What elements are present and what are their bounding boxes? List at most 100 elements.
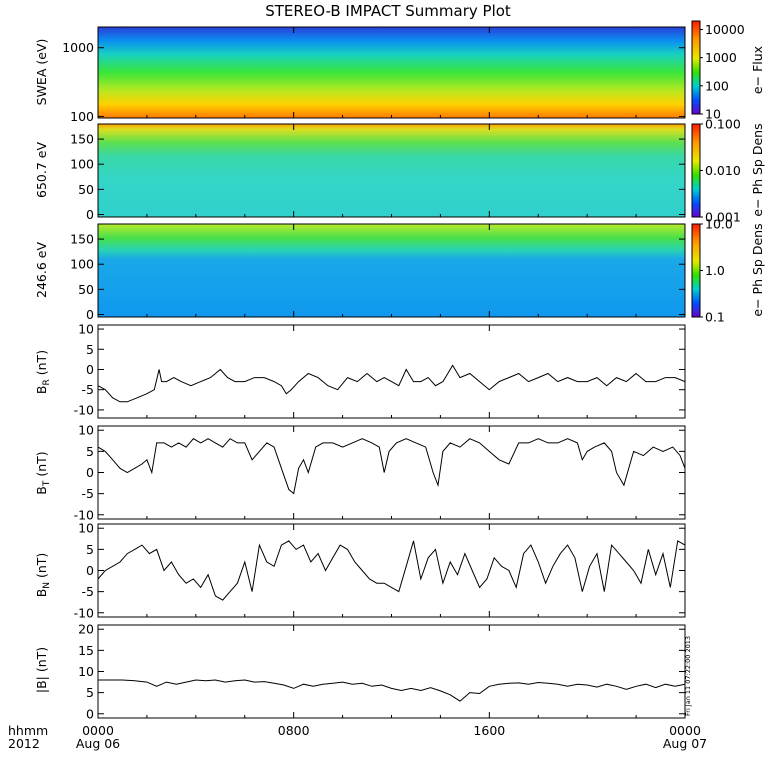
br-ylabel-unit: (nT) <box>34 350 49 379</box>
bn-ytick-label: 5 <box>86 542 94 557</box>
pad246-axes: 0 50 100 150 <box>70 223 686 322</box>
panel-bn: BN (nT) -10 -5 0 5 10 <box>34 521 686 620</box>
bmag-series-line <box>98 679 686 702</box>
bn-axes: -10 -5 0 5 10 <box>74 521 686 620</box>
swea-ytick-label: 1000 <box>62 40 94 55</box>
pad246-ytick-label: 50 <box>78 282 94 297</box>
br-ylabel-b: B <box>34 385 49 394</box>
bt-ylabel-b: B <box>34 486 49 495</box>
pad650-colorbar-tick-label: 0.010 <box>705 163 741 178</box>
panel-bt: BT (nT) -10 -5 0 5 10 <box>34 423 686 522</box>
br-ylabel-sub: R <box>42 379 52 385</box>
pad246-spectrogram <box>98 224 685 317</box>
time-axis-row2-label: 2012 <box>8 736 40 751</box>
bt-ylabel-unit: (nT) <box>34 451 49 480</box>
bn-frame <box>97 523 686 618</box>
bt-ylabel-sub: T <box>42 480 52 487</box>
pad246-ylabel: 246.6 eV <box>34 242 49 298</box>
swea-colorbar-tick-label: 100 <box>705 78 729 93</box>
br-ytick-label: -10 <box>74 402 94 417</box>
panel-br: BR (nT) -10 -5 0 5 10 <box>34 322 686 419</box>
panel-pad-650: 650.7 eV 0 50 100 150 0.001 0.010 0.100 e− Ph… <box>34 117 765 225</box>
pad246-colorbar-tick-label: 0.1 <box>705 310 725 325</box>
pad246-ytick-label: 100 <box>70 257 94 272</box>
bmag-ytick-label: 10 <box>78 664 94 679</box>
panel-bmag: |B| (nT) 0 5 10 15 20 Fri Jan 11 07:22:00 20… <box>34 622 692 722</box>
swea-ylabel: SWEA (eV) <box>34 39 49 106</box>
bt-ylabel: BT (nT) <box>34 451 52 494</box>
time-tick-label: 1600 <box>473 723 505 738</box>
pad246-ytick-label: 150 <box>70 232 94 247</box>
pad650-ylabel: 650.7 eV <box>34 142 49 198</box>
time-tick-label: 0000 <box>669 723 701 738</box>
pad650-ytick-label: 100 <box>70 157 94 172</box>
bmag-ytick-label: 5 <box>86 685 94 700</box>
bn-ytick-label: -10 <box>74 605 94 620</box>
pad650-ytick-label: 50 <box>78 182 94 197</box>
swea-axes: 100 1000 <box>62 26 686 124</box>
bt-series-line <box>97 438 686 495</box>
swea-colorbar-tick-label: 10 <box>705 107 721 122</box>
bt-ytick-label: 10 <box>78 423 94 438</box>
bn-ytick-label: 0 <box>86 563 94 578</box>
creation-stamp: Fri Jan 11 07:22:00 2013 <box>684 636 692 716</box>
swea-spectrogram <box>98 27 685 118</box>
swea-colorbar <box>692 21 700 114</box>
br-ytick-label: -5 <box>82 382 94 397</box>
time-tick-label: 0000 <box>82 723 114 738</box>
bt-ytick-label: -5 <box>82 486 94 501</box>
bn-ylabel: BN (nT) <box>34 553 52 598</box>
panel-pad-246: 246.6 eV 0 50 100 150 0.1 1.0 10.0 e− Ph Sp D… <box>34 217 765 325</box>
pad650-axes: 0 50 100 150 <box>70 123 686 222</box>
bn-ylabel-unit: (nT) <box>34 553 49 582</box>
bn-ylabel-sub: N <box>42 582 52 589</box>
bt-frame <box>97 425 686 520</box>
panel-swea: SWEA (eV) 100 1000 10 100 1000 10000 e− Flux <box>34 20 765 124</box>
pad246-colorbar-label: e− Ph Sp Dens <box>750 223 765 316</box>
bt-ytick-label: 5 <box>86 444 94 459</box>
bmag-ylabel: |B| (nT) <box>34 647 49 693</box>
bt-ytick-label: -10 <box>74 507 94 522</box>
br-ylabel: BR (nT) <box>34 350 52 394</box>
swea-colorbar-tick-label: 1000 <box>705 50 737 65</box>
pad246-colorbar-ticks: 0.1 1.0 10.0 <box>691 217 733 325</box>
bt-axes: -10 -5 0 5 10 <box>74 423 686 522</box>
bn-series-line <box>97 540 686 601</box>
time-tick-date: Aug 06 <box>76 736 120 751</box>
pad650-spectrogram <box>98 124 685 217</box>
br-series-line <box>97 364 686 403</box>
bn-ytick-label: 10 <box>78 521 94 536</box>
br-ytick-label: 0 <box>86 362 94 377</box>
bmag-ytick-label: 0 <box>86 706 94 721</box>
swea-colorbar-label: e− Flux <box>750 46 765 94</box>
bt-ytick-label: 0 <box>86 465 94 480</box>
bmag-axes: 0 5 10 15 20 <box>78 622 686 721</box>
br-ytick-label: 10 <box>78 322 94 337</box>
pad246-colorbar-tick-label: 10.0 <box>705 217 733 232</box>
br-axes: -10 -5 0 5 10 <box>74 322 686 419</box>
br-ytick-label: 5 <box>86 342 94 357</box>
swea-ytick-label: 100 <box>70 109 94 124</box>
bmag-ytick-label: 15 <box>78 643 94 658</box>
pad650-colorbar-tick-label: 0.001 <box>705 210 741 225</box>
time-tick-label: 0800 <box>278 723 310 738</box>
swea-colorbar-ticks: 10 100 1000 10000 <box>691 20 745 122</box>
swea-colorbar-frame <box>691 20 701 115</box>
time-tick-date: Aug 07 <box>663 736 707 751</box>
br-frame <box>97 324 686 419</box>
pad246-ytick-label: 0 <box>86 307 94 322</box>
pad650-colorbar-tick-label: 0.100 <box>705 117 741 132</box>
bn-ytick-label: -5 <box>82 584 94 599</box>
pad650-colorbar-label: e− Ph Sp Dens <box>750 123 765 216</box>
bmag-frame <box>97 624 686 719</box>
plot-title: STEREO-B IMPACT Summary Plot <box>265 2 511 20</box>
pad650-colorbar <box>692 124 700 217</box>
time-axis-row1-label: hhmm <box>8 723 48 738</box>
bn-ylabel-b: B <box>34 589 49 598</box>
bmag-ytick-label: 20 <box>78 622 94 637</box>
pad650-ytick-label: 150 <box>70 132 94 147</box>
pad246-colorbar <box>692 224 700 317</box>
